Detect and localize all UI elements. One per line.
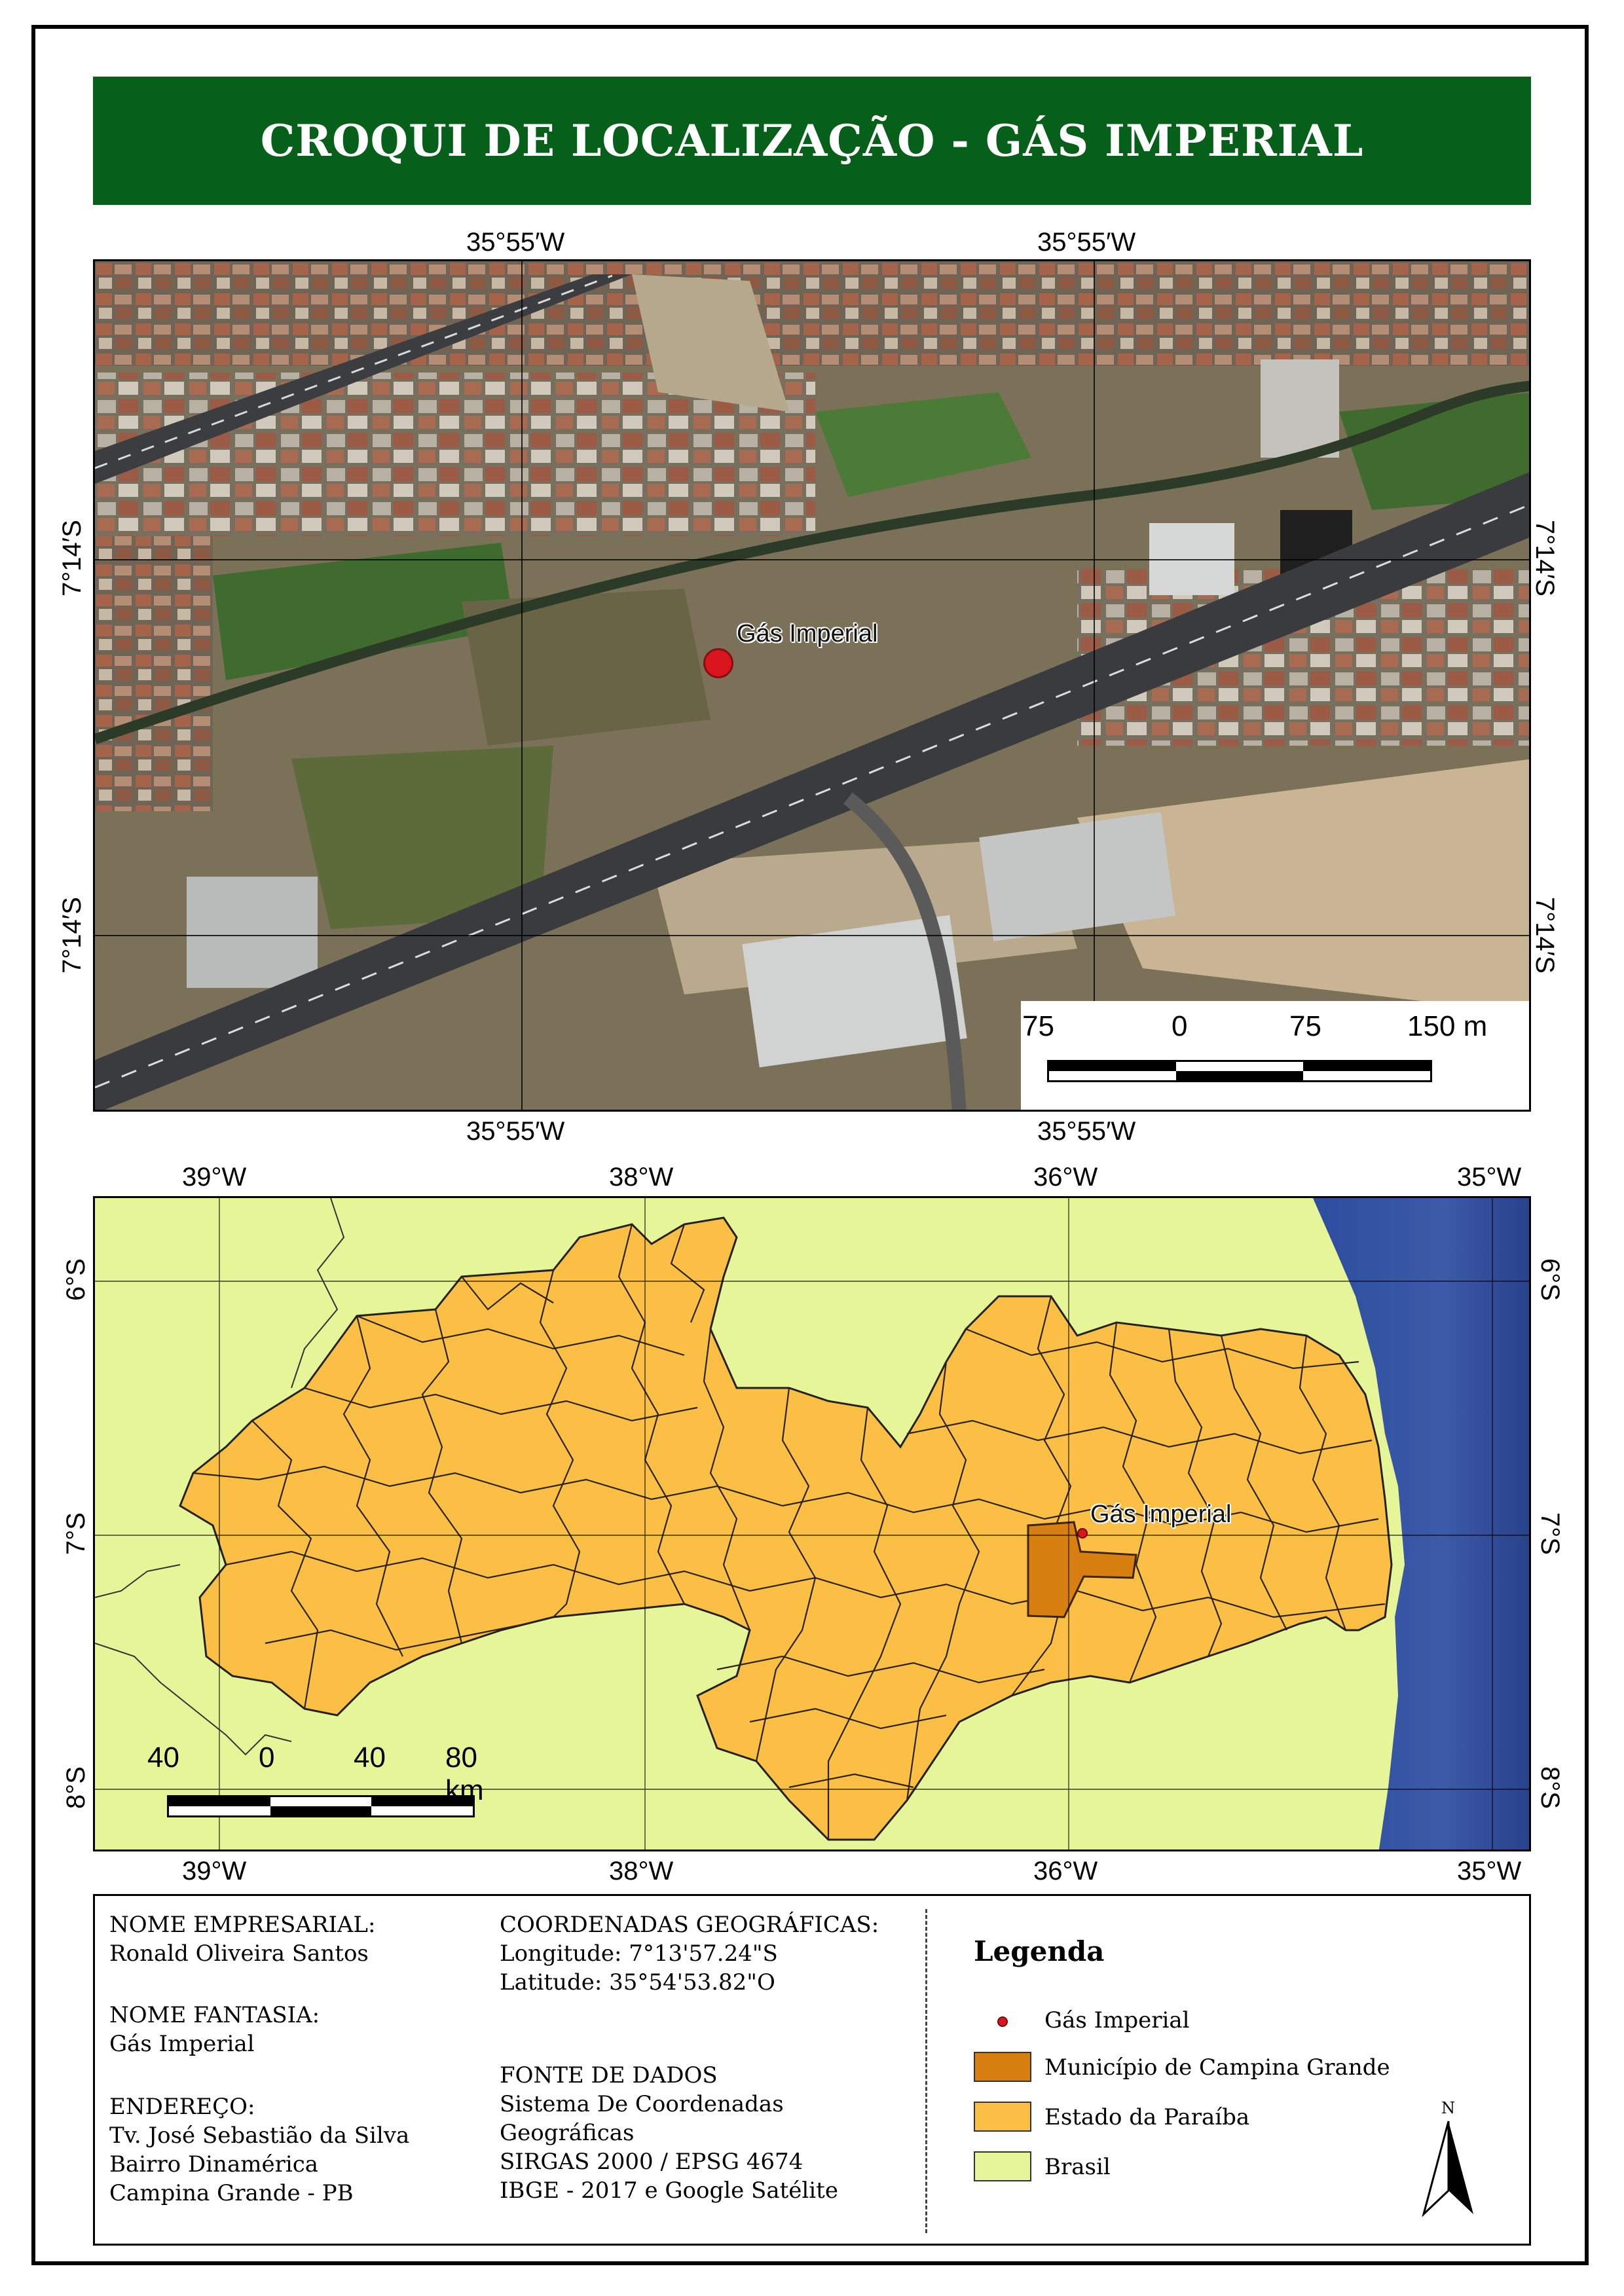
gas-imperial-label: Gás Imperial — [737, 620, 878, 647]
north-label: N — [1441, 2099, 1455, 2117]
panel-divider — [925, 1909, 927, 2233]
sat-bottom-label-1: 35°55′W — [466, 1117, 565, 1146]
scale-label-2: 75 — [1289, 1010, 1321, 1042]
fonte-line-3: SIRGAS 2000 / EPSG 4674 — [500, 2149, 803, 2175]
longitude-value: Longitude: 7°13'57.24"S — [500, 1941, 778, 1967]
km-scale-label-2: 40 — [354, 1741, 386, 1774]
satellite-image — [95, 261, 1529, 1110]
reg-bottom-label-3: 36°W — [1033, 1857, 1098, 1886]
sat-bottom-label-2: 35°55′W — [1037, 1117, 1136, 1146]
reg-top-label-4: 35°W — [1457, 1163, 1522, 1192]
empresa-label: NOME EMPRESARIAL: — [109, 1912, 376, 1938]
info-panel: NOME EMPRESARIAL: Ronald Oliveira Santos… — [93, 1894, 1531, 2246]
reg-bottom-label-2: 38°W — [609, 1857, 674, 1886]
north-arrow-icon — [1422, 2121, 1473, 2217]
endereco-line-3: Campina Grande - PB — [109, 2180, 354, 2206]
empresa-value: Ronald Oliveira Santos — [109, 1941, 369, 1967]
fonte-label: FONTE DE DADOS — [500, 2062, 718, 2088]
reg-bottom-label-1: 39°W — [182, 1857, 247, 1886]
reg-left-label-1: 6°S — [61, 1258, 90, 1301]
sat-top-label-1: 35°55′W — [466, 228, 565, 257]
reg-top-label-2: 38°W — [609, 1163, 674, 1192]
page-frame — [31, 25, 1589, 2265]
sat-top-label-2: 35°55′W — [1037, 228, 1136, 257]
reg-bottom-label-4: 35°W — [1457, 1857, 1522, 1886]
reg-top-label-1: 39°W — [182, 1163, 247, 1192]
sat-right-label-2: 7°14′S — [1530, 897, 1559, 974]
fonte-line-4: IBGE - 2017 e Google Satélite — [500, 2178, 838, 2204]
fonte-line-1: Sistema De Coordenadas — [500, 2091, 784, 2117]
title-bar: CROQUI DE LOCALIZAÇÃO - GÁS IMPERIAL — [93, 77, 1531, 205]
sat-left-label-2: 7°14′S — [57, 897, 86, 974]
sat-right-label-1: 7°14′S — [1530, 520, 1559, 596]
legend-title: Legenda — [974, 1935, 1105, 1967]
km-scale-label-0: 40 — [147, 1741, 179, 1774]
reg-right-label-1: 6°S — [1535, 1258, 1564, 1301]
scale-label-1: 0 — [1172, 1010, 1188, 1042]
regional-map[interactable]: Gás Imperial 40 0 40 80 km — [93, 1196, 1531, 1851]
page-title: CROQUI DE LOCALIZAÇÃO - GÁS IMPERIAL — [260, 115, 1364, 166]
coords-label: COORDENADAS GEOGRÁFICAS: — [500, 1912, 879, 1938]
gas-imperial-point[interactable] — [1077, 1528, 1088, 1539]
municipality-borders — [193, 1224, 1386, 1840]
endereco-line-1: Tv. José Sebastião da Silva — [109, 2123, 410, 2149]
legend-label-municipio: Município de Campina Grande — [1044, 2054, 1390, 2081]
legend-label-brasil: Brasil — [1044, 2154, 1111, 2180]
scale-bar-m: 75 0 75 150 m — [1021, 1001, 1529, 1110]
fonte-line-2: Geográficas — [500, 2120, 635, 2146]
reg-right-label-3: 8°S — [1535, 1766, 1564, 1809]
scale-label-0: 75 — [1022, 1010, 1054, 1042]
legend-point-icon — [997, 2016, 1008, 2027]
graticule — [95, 1198, 1529, 1850]
gas-imperial-marker[interactable] — [703, 648, 733, 678]
fantasia-label: NOME FANTASIA: — [109, 2002, 320, 2028]
scale-label-3: 150 m — [1407, 1010, 1488, 1042]
legend-estado-swatch — [974, 2102, 1031, 2132]
legend-label-estado: Estado da Paraíba — [1044, 2104, 1250, 2130]
endereco-line-2: Bairro Dinamérica — [109, 2151, 319, 2178]
km-scale-label-1: 0 — [259, 1741, 275, 1774]
ocean-area — [1313, 1198, 1529, 1850]
reg-left-label-2: 7°S — [61, 1512, 90, 1555]
campina-grande-municipality — [1027, 1521, 1137, 1618]
endereco-label: ENDEREÇO: — [109, 2094, 255, 2120]
sat-left-label-1: 7°14′S — [57, 520, 86, 596]
legend-municipio-swatch — [974, 2052, 1031, 2082]
scale-bar-km: 40 0 40 80 km — [147, 1741, 484, 1846]
reg-right-label-2: 7°S — [1535, 1512, 1564, 1555]
legend-brasil-swatch — [974, 2151, 1031, 2181]
fantasia-value: Gás Imperial — [109, 2031, 255, 2057]
legend-label-gas-imperial: Gás Imperial — [1044, 2007, 1190, 2033]
reg-top-label-3: 36°W — [1033, 1163, 1098, 1192]
paraiba-map — [95, 1198, 1529, 1850]
latitude-value: Latitude: 35°54'53.82"O — [500, 1969, 775, 1995]
gas-imperial-regional-label: Gás Imperial — [1090, 1501, 1232, 1528]
reg-left-label-3: 8°S — [61, 1766, 90, 1809]
satellite-map[interactable]: Gás Imperial 75 0 75 150 m — [93, 259, 1531, 1112]
paraiba-state — [179, 1216, 1393, 1841]
